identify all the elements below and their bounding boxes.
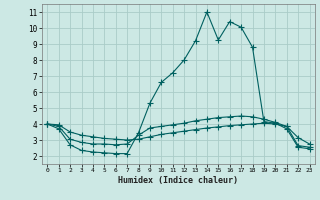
X-axis label: Humidex (Indice chaleur): Humidex (Indice chaleur) bbox=[118, 176, 238, 185]
